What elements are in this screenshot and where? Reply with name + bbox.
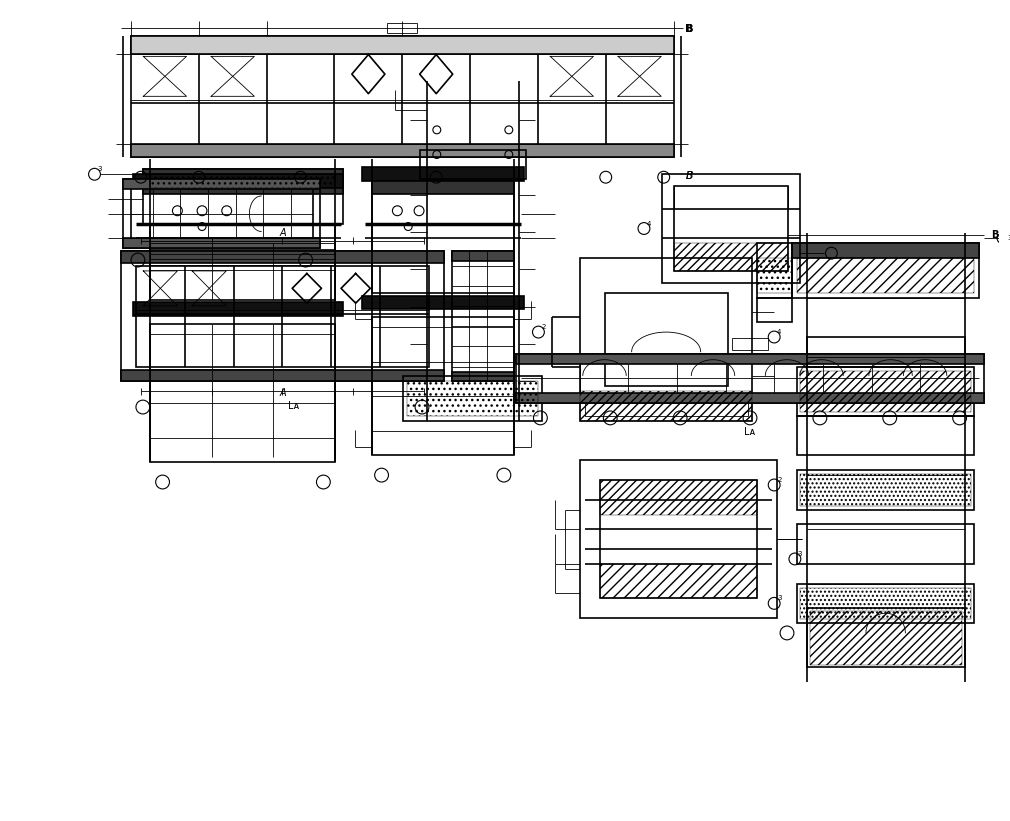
Bar xyxy=(516,393,985,403)
Bar xyxy=(797,416,975,456)
Bar xyxy=(131,144,674,158)
Bar xyxy=(797,367,975,416)
Bar xyxy=(149,223,335,300)
Bar xyxy=(372,169,514,223)
Bar xyxy=(362,167,523,181)
Bar xyxy=(800,370,972,412)
Text: Lᴀ: Lᴀ xyxy=(744,427,755,437)
Bar xyxy=(600,480,758,599)
Bar xyxy=(807,337,965,367)
Bar xyxy=(133,302,343,316)
Bar xyxy=(121,251,443,263)
Bar xyxy=(580,461,777,618)
Bar xyxy=(792,243,980,297)
Bar xyxy=(149,324,335,462)
Bar xyxy=(362,296,523,310)
Text: B: B xyxy=(991,231,999,241)
Text: A: A xyxy=(279,228,286,238)
Bar xyxy=(372,223,514,292)
Bar xyxy=(123,179,320,248)
Bar xyxy=(674,243,788,271)
Bar xyxy=(420,149,525,179)
Bar xyxy=(372,317,514,456)
Bar xyxy=(732,338,768,350)
Bar xyxy=(758,258,792,292)
Bar xyxy=(131,36,674,158)
Text: B: B xyxy=(686,24,694,34)
Text: 2: 2 xyxy=(541,324,545,330)
Text: 3: 3 xyxy=(777,595,782,602)
Text: B: B xyxy=(686,172,693,181)
Bar xyxy=(121,369,443,382)
Text: Lᴀ: Lᴀ xyxy=(288,401,299,411)
Bar xyxy=(123,179,320,189)
Bar xyxy=(131,187,312,241)
Bar xyxy=(121,251,443,382)
Bar xyxy=(403,377,542,421)
Text: 3: 3 xyxy=(98,167,102,172)
Bar xyxy=(123,238,320,248)
Bar xyxy=(580,392,752,421)
Bar xyxy=(605,292,728,387)
Bar xyxy=(580,258,752,421)
Text: 4: 4 xyxy=(777,329,782,335)
Bar xyxy=(451,372,514,382)
Bar xyxy=(516,354,985,403)
Bar xyxy=(149,174,335,188)
Text: 4: 4 xyxy=(647,221,651,227)
Bar xyxy=(136,266,429,367)
Bar xyxy=(600,564,758,599)
Bar xyxy=(131,36,674,54)
Bar xyxy=(585,397,747,416)
Bar xyxy=(810,612,962,664)
Bar xyxy=(758,297,792,322)
Bar xyxy=(516,354,985,364)
Bar xyxy=(758,243,792,297)
Bar xyxy=(451,251,514,261)
Bar xyxy=(807,608,965,667)
Text: B: B xyxy=(686,172,692,181)
Bar xyxy=(662,174,800,282)
Bar xyxy=(800,474,972,506)
Bar xyxy=(407,382,538,416)
Bar xyxy=(142,169,343,223)
Bar xyxy=(142,169,343,194)
Bar xyxy=(792,243,980,258)
Bar xyxy=(600,480,758,515)
Text: B: B xyxy=(686,24,693,34)
Text: 2: 2 xyxy=(777,477,782,483)
Text: A: A xyxy=(279,388,286,398)
Bar xyxy=(372,169,514,194)
Bar xyxy=(674,186,788,271)
Bar xyxy=(797,470,975,510)
Bar xyxy=(797,584,975,623)
Bar xyxy=(797,258,975,292)
Bar xyxy=(133,174,343,188)
Bar xyxy=(451,251,514,382)
Bar xyxy=(797,525,975,564)
Text: 3: 3 xyxy=(1007,236,1010,241)
Bar xyxy=(388,23,417,33)
Bar xyxy=(800,588,972,619)
Text: 3: 3 xyxy=(798,551,802,557)
